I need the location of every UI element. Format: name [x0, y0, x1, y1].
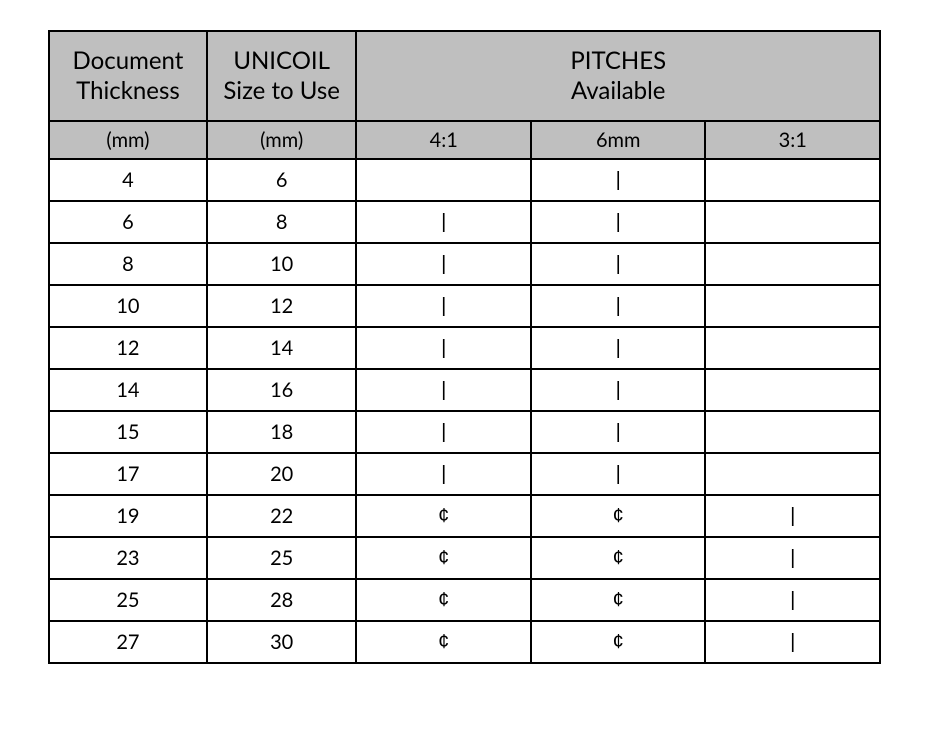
- subheader-3to1: 3:1: [705, 121, 880, 159]
- table-header-row-2: (mm) (mm) 4:1 6mm 3:1: [49, 121, 880, 159]
- subheader-mm-2: (mm): [207, 121, 357, 159]
- cell-thickness: 25: [49, 579, 207, 621]
- table-row: 68||: [49, 201, 880, 243]
- cell-3to1: [705, 411, 880, 453]
- cell-6mm: |: [531, 159, 706, 201]
- cell-3to1: |: [705, 537, 880, 579]
- header-pitches-label: PITCHESAvailable: [570, 46, 666, 105]
- cell-6mm: |: [531, 201, 706, 243]
- table-row: 2528¢¢|: [49, 579, 880, 621]
- cell-size: 20: [207, 453, 357, 495]
- cell-thickness: 6: [49, 201, 207, 243]
- cell-thickness: 14: [49, 369, 207, 411]
- table-body: 46|68||810||1012||1214||1416||1518||1720…: [49, 159, 880, 663]
- cell-4to1: |: [356, 285, 531, 327]
- cell-size: 12: [207, 285, 357, 327]
- cell-thickness: 4: [49, 159, 207, 201]
- cell-4to1: |: [356, 369, 531, 411]
- table-row: 1416||: [49, 369, 880, 411]
- cell-size: 18: [207, 411, 357, 453]
- cell-3to1: |: [705, 495, 880, 537]
- subheader-mm-1: (mm): [49, 121, 207, 159]
- header-unicoil-size: UNICOILSize to Use: [207, 31, 357, 121]
- header-unicoil-size-label: UNICOILSize to Use: [223, 46, 340, 105]
- cell-6mm: |: [531, 369, 706, 411]
- cell-4to1: |: [356, 201, 531, 243]
- cell-size: 28: [207, 579, 357, 621]
- cell-4to1: ¢: [356, 579, 531, 621]
- header-doc-thickness-label: DocumentThickness: [73, 46, 184, 105]
- cell-4to1: |: [356, 327, 531, 369]
- cell-size: 6: [207, 159, 357, 201]
- header-doc-thickness: DocumentThickness: [49, 31, 207, 121]
- cell-4to1: |: [356, 243, 531, 285]
- cell-3to1: [705, 327, 880, 369]
- subheader-6mm: 6mm: [531, 121, 706, 159]
- cell-size: 10: [207, 243, 357, 285]
- cell-thickness: 27: [49, 621, 207, 663]
- cell-3to1: [705, 243, 880, 285]
- cell-thickness: 15: [49, 411, 207, 453]
- cell-6mm: |: [531, 327, 706, 369]
- cell-3to1: [705, 285, 880, 327]
- cell-6mm: |: [531, 243, 706, 285]
- table-row: 1922¢¢|: [49, 495, 880, 537]
- cell-6mm: |: [531, 453, 706, 495]
- unicoil-pitch-table: DocumentThickness UNICOILSize to Use PIT…: [48, 30, 881, 664]
- table-row: 46 |: [49, 159, 880, 201]
- cell-3to1: [705, 159, 880, 201]
- cell-6mm: ¢: [531, 537, 706, 579]
- cell-6mm: |: [531, 411, 706, 453]
- cell-size: 8: [207, 201, 357, 243]
- subheader-4to1: 4:1: [356, 121, 531, 159]
- cell-size: 30: [207, 621, 357, 663]
- table-row: 2730¢¢|: [49, 621, 880, 663]
- cell-size: 14: [207, 327, 357, 369]
- table-row: 1720||: [49, 453, 880, 495]
- cell-6mm: |: [531, 285, 706, 327]
- cell-thickness: 10: [49, 285, 207, 327]
- cell-4to1: ¢: [356, 537, 531, 579]
- cell-size: 22: [207, 495, 357, 537]
- cell-3to1: [705, 369, 880, 411]
- cell-3to1: [705, 201, 880, 243]
- cell-3to1: |: [705, 579, 880, 621]
- cell-3to1: |: [705, 621, 880, 663]
- cell-4to1: ¢: [356, 621, 531, 663]
- cell-6mm: ¢: [531, 495, 706, 537]
- cell-thickness: 12: [49, 327, 207, 369]
- cell-thickness: 23: [49, 537, 207, 579]
- cell-6mm: ¢: [531, 621, 706, 663]
- table-row: 2325¢¢|: [49, 537, 880, 579]
- table-row: 1518||: [49, 411, 880, 453]
- cell-thickness: 8: [49, 243, 207, 285]
- cell-4to1: |: [356, 411, 531, 453]
- table-header-row-1: DocumentThickness UNICOILSize to Use PIT…: [49, 31, 880, 121]
- cell-6mm: ¢: [531, 579, 706, 621]
- header-pitches: PITCHESAvailable: [356, 31, 880, 121]
- cell-size: 25: [207, 537, 357, 579]
- table-row: 1012||: [49, 285, 880, 327]
- table-row: 1214||: [49, 327, 880, 369]
- cell-thickness: 19: [49, 495, 207, 537]
- cell-4to1: [356, 159, 531, 201]
- cell-thickness: 17: [49, 453, 207, 495]
- table-row: 810||: [49, 243, 880, 285]
- cell-3to1: [705, 453, 880, 495]
- cell-size: 16: [207, 369, 357, 411]
- cell-4to1: ¢: [356, 495, 531, 537]
- cell-4to1: |: [356, 453, 531, 495]
